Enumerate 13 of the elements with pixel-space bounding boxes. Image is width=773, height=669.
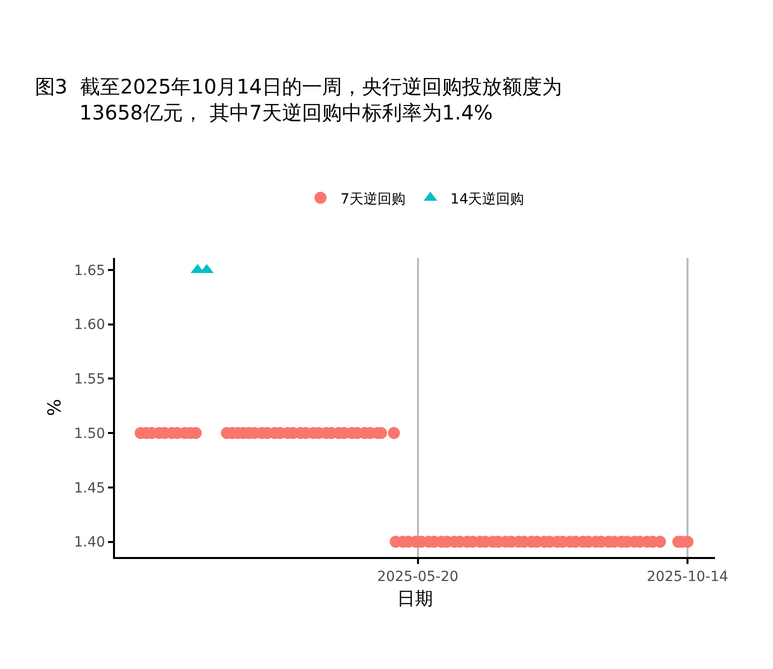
y-tick-label: 1.45: [74, 480, 106, 496]
y-tick-label: 1.55: [74, 372, 106, 388]
x-axis-title: 日期: [397, 588, 433, 610]
legend-label: 14天逆回购: [450, 191, 524, 208]
chart-title: 图3 截至2025年10月14日的一周，央行逆回购投放额度为 13658亿元， 其中7天逆回购中标利率为1.4%: [34, 74, 562, 125]
y-tick-label: 1.40: [74, 534, 106, 551]
y-axis-title: %: [44, 398, 66, 416]
y-tick-label: 1.65: [74, 262, 106, 279]
x-tick-label: 2025-05-20: [377, 568, 458, 585]
legend-label: 7天逆回购: [340, 191, 406, 208]
y-tick-label: 1.50: [74, 426, 106, 442]
y-tick-label: 1.60: [74, 317, 106, 334]
x-tick-label: 2025-10-14: [646, 568, 728, 585]
